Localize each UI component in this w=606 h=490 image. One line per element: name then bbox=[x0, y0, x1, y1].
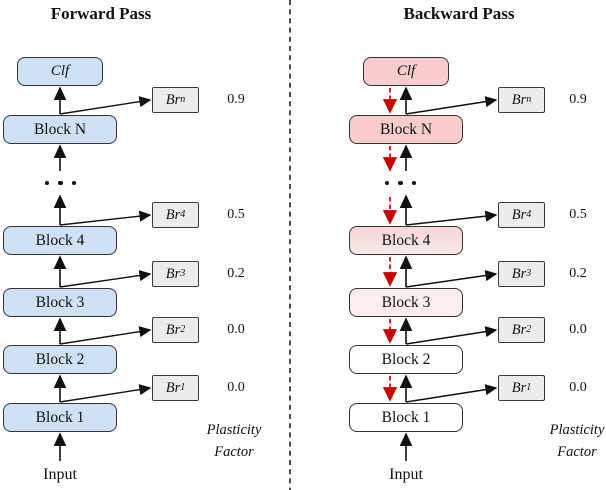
forward-block-3: Block 3 bbox=[3, 288, 117, 317]
plasticity-value: 0.2 bbox=[227, 266, 245, 281]
forward-branch-box-2: Br 2 bbox=[152, 317, 199, 343]
backward-branch-arrows bbox=[405, 96, 498, 403]
forward-clf-box: Clf bbox=[17, 57, 103, 86]
block-label: Block 4 bbox=[381, 231, 431, 249]
backward-block-n: Block N bbox=[349, 115, 463, 144]
plasticity-value: 0.5 bbox=[569, 207, 587, 222]
forward-pass-title: Forward Pass bbox=[50, 4, 152, 23]
plasticity-value: 0.0 bbox=[569, 380, 587, 395]
block-label: Block 1 bbox=[35, 408, 85, 426]
branch-arrow bbox=[405, 384, 498, 403]
branch-arrow bbox=[59, 326, 152, 345]
branch-label: Br bbox=[165, 91, 181, 108]
plasticity-value: 0.5 bbox=[227, 207, 245, 222]
branch-arrow bbox=[405, 96, 498, 115]
forward-block-n: Block N bbox=[3, 115, 117, 144]
forward-branch-box-1: Br 1 bbox=[152, 375, 199, 401]
forward-branch-box-n: Br n bbox=[152, 87, 199, 113]
branch-arrow bbox=[59, 210, 152, 226]
backward-block-1: Block 1 bbox=[349, 403, 463, 432]
forward-branch-arrows bbox=[59, 96, 152, 403]
branch-label: Br bbox=[511, 265, 527, 282]
block-label: Block 3 bbox=[381, 293, 431, 311]
clf-label: Clf bbox=[396, 63, 416, 79]
block-label: Block 4 bbox=[35, 231, 85, 249]
block-label: Block 3 bbox=[35, 293, 85, 311]
branch-label: Br bbox=[165, 321, 181, 338]
backward-block-2: Block 2 bbox=[349, 345, 463, 374]
plasticity-factor-label: Plasticity Factor bbox=[207, 419, 262, 463]
input-label: Input bbox=[43, 466, 77, 483]
forward-block-1: Block 1 bbox=[3, 403, 117, 432]
backward-block-4: Block 4 bbox=[349, 226, 463, 255]
forward-block-2: Block 2 bbox=[3, 345, 117, 374]
plasticity-value: 0.9 bbox=[569, 92, 587, 107]
backward-branch-box-3: Br 3 bbox=[498, 261, 545, 287]
backward-branch-box-1: Br 1 bbox=[498, 375, 545, 401]
branch-label: Br bbox=[511, 321, 527, 338]
plasticity-label-line2: Factor bbox=[214, 444, 254, 460]
ellipsis-icon bbox=[45, 181, 77, 186]
branch-label: Br bbox=[165, 206, 181, 223]
backward-branch-box-2: Br 2 bbox=[498, 317, 545, 343]
input-label: Input bbox=[389, 466, 423, 483]
block-label: Block 2 bbox=[381, 350, 431, 368]
forward-branch-box-3: Br 3 bbox=[152, 261, 199, 287]
ellipsis-icon bbox=[385, 181, 417, 186]
block-label: Block 2 bbox=[35, 350, 85, 368]
plasticity-factor-label: Plasticity Factor bbox=[550, 419, 605, 463]
branch-arrow bbox=[59, 96, 152, 115]
block-label: Block 1 bbox=[381, 408, 431, 426]
branch-arrow bbox=[59, 269, 152, 288]
backward-pass-title: Backward Pass bbox=[403, 4, 515, 23]
forward-block-4: Block 4 bbox=[3, 226, 117, 255]
clf-label: Clf bbox=[50, 63, 70, 79]
branch-label: Br bbox=[511, 91, 527, 108]
block-label: Block N bbox=[379, 120, 433, 138]
plasticity-value: 0.0 bbox=[227, 322, 245, 337]
plasticity-value: 0.0 bbox=[569, 322, 587, 337]
block-label: Block N bbox=[33, 120, 87, 138]
backward-branch-box-4: Br 4 bbox=[498, 202, 545, 228]
branch-label: Br bbox=[165, 265, 181, 282]
branch-arrow bbox=[59, 384, 152, 403]
plasticity-label-line1: Plasticity bbox=[549, 422, 605, 438]
branch-label: Br bbox=[511, 379, 527, 396]
plasticity-value: 0.0 bbox=[227, 380, 245, 395]
backward-branch-box-n: Br n bbox=[498, 87, 545, 113]
plasticity-label-line2: Factor bbox=[557, 444, 597, 460]
plasticity-value: 0.2 bbox=[569, 266, 587, 281]
branch-label: Br bbox=[511, 206, 527, 223]
branch-arrow bbox=[405, 326, 498, 345]
branch-label: Br bbox=[165, 379, 181, 396]
branch-arrow bbox=[405, 269, 498, 288]
branch-arrow bbox=[405, 210, 498, 226]
plasticity-value: 0.9 bbox=[227, 92, 245, 107]
plasticity-label-line1: Plasticity bbox=[206, 422, 262, 438]
forward-branch-box-4: Br 4 bbox=[152, 202, 199, 228]
backward-block-3: Block 3 bbox=[349, 288, 463, 317]
backward-clf-box: Clf bbox=[363, 57, 449, 86]
